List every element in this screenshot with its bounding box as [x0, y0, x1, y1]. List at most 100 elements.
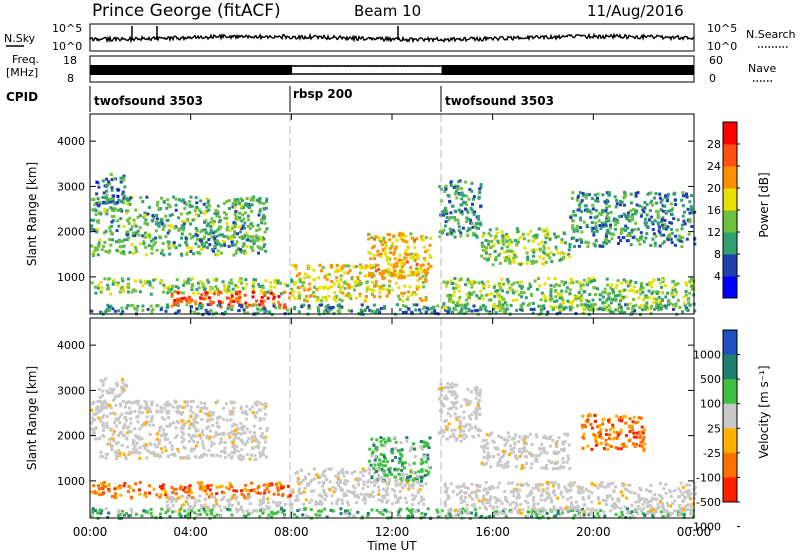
heatmap-cell [628, 425, 632, 429]
heatmap-cell [232, 422, 236, 426]
heatmap-cell [180, 253, 184, 257]
heatmap-cell [560, 305, 564, 309]
heatmap-cell [526, 232, 530, 236]
heatmap-cell [417, 475, 421, 478]
heatmap-cell [248, 408, 252, 411]
heatmap-cell [492, 514, 496, 518]
heatmap-cell [379, 440, 383, 444]
heatmap-cell [318, 263, 322, 267]
heatmap-cell [474, 309, 478, 312]
heatmap-cell [508, 259, 512, 263]
heatmap-cell [353, 280, 357, 284]
heatmap-cell [122, 424, 126, 428]
heatmap-cell [588, 277, 592, 281]
heatmap-cell [378, 511, 382, 514]
heatmap-cell [263, 290, 267, 294]
heatmap-cell [244, 278, 248, 282]
heatmap-cell [633, 212, 637, 216]
heatmap-cell [647, 281, 651, 285]
heatmap-cell [409, 256, 413, 260]
heatmap-cell [639, 236, 643, 239]
heatmap-cell [361, 486, 365, 490]
heatmap-cell [450, 407, 453, 411]
heatmap-cell [270, 515, 273, 519]
heatmap-cell [214, 433, 218, 437]
heatmap-cell [234, 201, 238, 204]
heatmap-cell [219, 514, 223, 518]
heatmap-cell [437, 431, 441, 435]
heatmap-cell [663, 204, 667, 208]
heatmap-cell [299, 280, 303, 284]
heatmap-cell [166, 231, 170, 235]
heatmap-cell [322, 286, 326, 290]
heatmap-cell [496, 239, 500, 243]
heatmap-cell [461, 226, 465, 230]
heatmap-cell [288, 291, 292, 295]
heatmap-cell [507, 255, 511, 259]
heatmap-cell [540, 304, 544, 308]
heatmap-cell [119, 180, 123, 184]
heatmap-cell [318, 475, 322, 479]
heatmap-cell [424, 295, 428, 299]
heatmap-cell [648, 283, 652, 287]
heatmap-cell [592, 277, 596, 280]
heatmap-cell [230, 485, 234, 489]
heatmap-cell [336, 498, 340, 501]
heatmap-cell [293, 307, 297, 311]
heatmap-cell [302, 281, 306, 285]
heatmap-cell [543, 434, 547, 438]
heatmap-cell [338, 290, 342, 294]
heatmap-cell [110, 231, 114, 235]
heatmap-cell [320, 495, 324, 499]
heatmap-cell [256, 236, 260, 240]
heatmap-cell [122, 224, 126, 228]
heatmap-cell [251, 447, 255, 450]
heatmap-cell [372, 310, 376, 314]
heatmap-cell [511, 437, 515, 441]
heatmap-cell [603, 287, 607, 291]
heatmap-cell [138, 446, 142, 449]
heatmap-cell [121, 250, 125, 254]
heatmap-cell [405, 473, 409, 477]
heatmap-cell [122, 194, 126, 198]
heatmap-cell [549, 287, 553, 291]
heatmap-cell [166, 198, 170, 202]
heatmap-cell [232, 300, 236, 303]
heatmap-cell [148, 484, 151, 488]
heatmap-cell [165, 500, 169, 504]
heatmap-cell [553, 300, 557, 304]
power-colorbar-tick-label: 20 [707, 182, 721, 195]
heatmap-cell [325, 273, 329, 277]
heatmap-cell [348, 512, 352, 516]
heatmap-cell [482, 245, 486, 248]
heatmap-cell [541, 514, 545, 518]
heatmap-cell [590, 426, 594, 430]
heatmap-cell [582, 220, 586, 224]
heatmap-cell [612, 219, 616, 223]
heatmap-cell [594, 227, 598, 231]
heatmap-cell [253, 454, 257, 457]
heatmap-cell [607, 191, 611, 195]
heatmap-cell [568, 243, 572, 246]
heatmap-cell [458, 296, 462, 299]
heatmap-cell [95, 491, 99, 495]
heatmap-cell [656, 308, 660, 312]
heatmap-cell [194, 427, 198, 431]
heatmap-cell [294, 472, 298, 475]
heatmap-cell [213, 212, 217, 216]
heatmap-cell [446, 232, 449, 236]
heatmap-cell [168, 204, 172, 208]
heatmap-cell [400, 448, 404, 452]
heatmap-cell [576, 229, 580, 233]
heatmap-cell [110, 220, 114, 224]
heatmap-cell [126, 209, 130, 213]
heatmap-cell [438, 185, 442, 189]
heatmap-cell [171, 244, 175, 248]
heatmap-cell [560, 296, 564, 299]
heatmap-cell [221, 497, 225, 501]
heatmap-cell [214, 253, 218, 257]
heatmap-cell [205, 205, 209, 209]
heatmap-cell [222, 491, 226, 495]
heatmap-cell [689, 205, 693, 208]
heatmap-cell [235, 249, 239, 253]
